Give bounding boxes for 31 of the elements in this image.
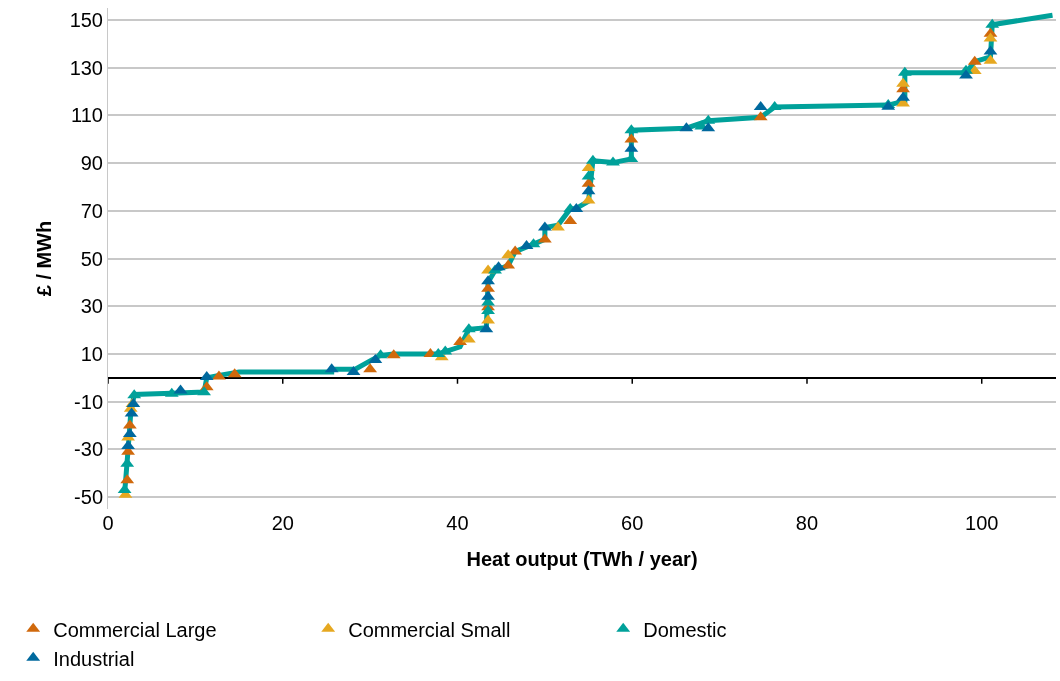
point bbox=[481, 290, 495, 300]
y-tick-label: 30 bbox=[80, 295, 103, 318]
y-tick-label: 150 bbox=[69, 8, 103, 31]
x-tick-label: 100 bbox=[965, 512, 999, 534]
x-tick-label: 60 bbox=[621, 512, 644, 534]
y-axis-title: £ / MWh bbox=[33, 220, 56, 297]
y-tick-label: -10 bbox=[74, 390, 103, 413]
y-tick-label: 110 bbox=[71, 104, 103, 127]
legend-label: Commercial Small bbox=[348, 618, 511, 641]
y-tick-label: 90 bbox=[80, 152, 103, 175]
y-tick-label: 50 bbox=[80, 247, 103, 270]
x-tick-label: 0 bbox=[102, 512, 114, 534]
point bbox=[212, 370, 226, 380]
point bbox=[606, 156, 620, 166]
legend-label: Industrial bbox=[53, 647, 135, 670]
point bbox=[551, 221, 565, 231]
x-tick-label: 80 bbox=[795, 512, 819, 534]
point bbox=[481, 314, 495, 324]
legend-label: Domestic bbox=[643, 618, 727, 641]
point bbox=[481, 275, 495, 285]
legend-label: Commercial Large bbox=[53, 618, 217, 641]
x-tick-label: 20 bbox=[271, 512, 294, 534]
y-tick-label: 10 bbox=[80, 342, 103, 365]
y-tick-label: -30 bbox=[74, 438, 103, 461]
point bbox=[959, 69, 973, 79]
y-tick-label: -50 bbox=[74, 486, 103, 509]
x-axis-title: Heat output (TWh / year) bbox=[466, 547, 698, 570]
x-tick-label: 40 bbox=[446, 512, 469, 534]
y-tick-label: 130 bbox=[69, 56, 103, 79]
point bbox=[481, 282, 495, 292]
y-tick-label: 70 bbox=[80, 199, 103, 222]
